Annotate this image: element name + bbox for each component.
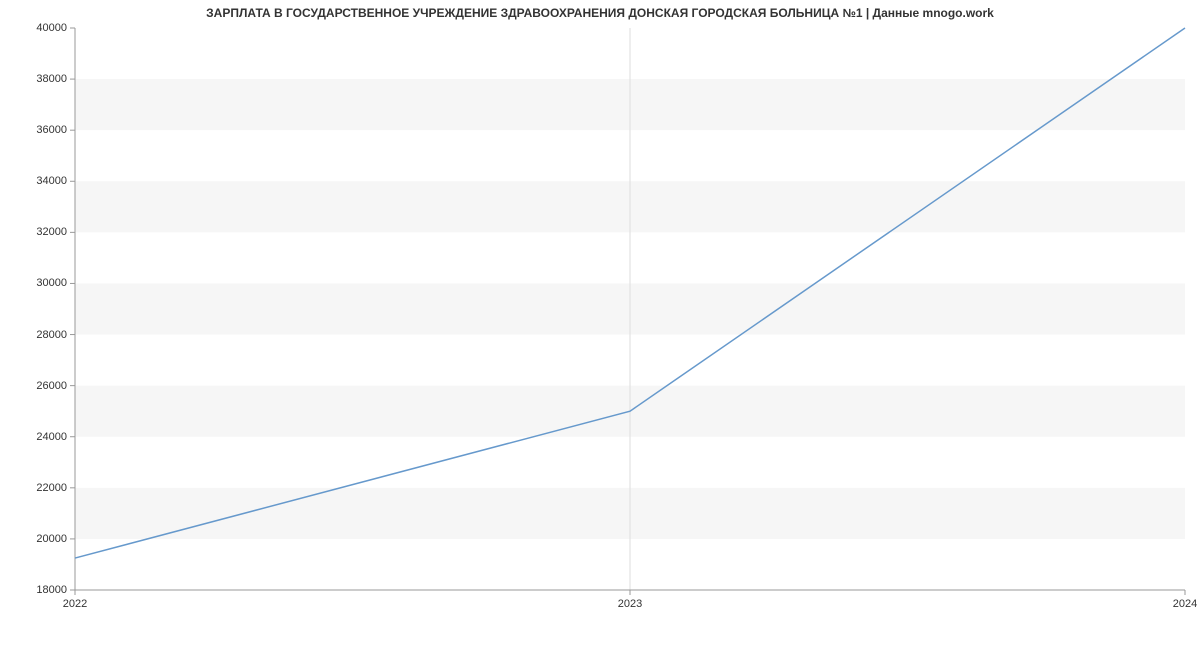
chart-container: ЗАРПЛАТА В ГОСУДАРСТВЕННОЕ УЧРЕЖДЕНИЕ ЗД… [0, 0, 1200, 650]
axis-tick-label: 38000 [36, 73, 67, 85]
axis-tick-label: 34000 [36, 175, 67, 187]
axis-tick-label: 26000 [36, 380, 67, 392]
axis-tick-label: 2024 [1173, 598, 1197, 610]
axis-tick-label: 20000 [36, 533, 67, 545]
axis-tick-label: 32000 [36, 226, 67, 238]
axis-tick-label: 2023 [618, 598, 642, 610]
axis-tick-label: 22000 [36, 482, 67, 494]
chart-plot [75, 28, 1185, 590]
axis-tick-label: 36000 [36, 124, 67, 136]
chart-title: ЗАРПЛАТА В ГОСУДАРСТВЕННОЕ УЧРЕЖДЕНИЕ ЗД… [0, 6, 1200, 20]
axis-tick-label: 24000 [36, 431, 67, 443]
axis-tick-label: 30000 [36, 277, 67, 289]
axis-tick-label: 2022 [63, 598, 87, 610]
axis-tick-label: 40000 [36, 22, 67, 34]
axis-tick-label: 18000 [36, 584, 67, 596]
axis-tick-label: 28000 [36, 329, 67, 341]
